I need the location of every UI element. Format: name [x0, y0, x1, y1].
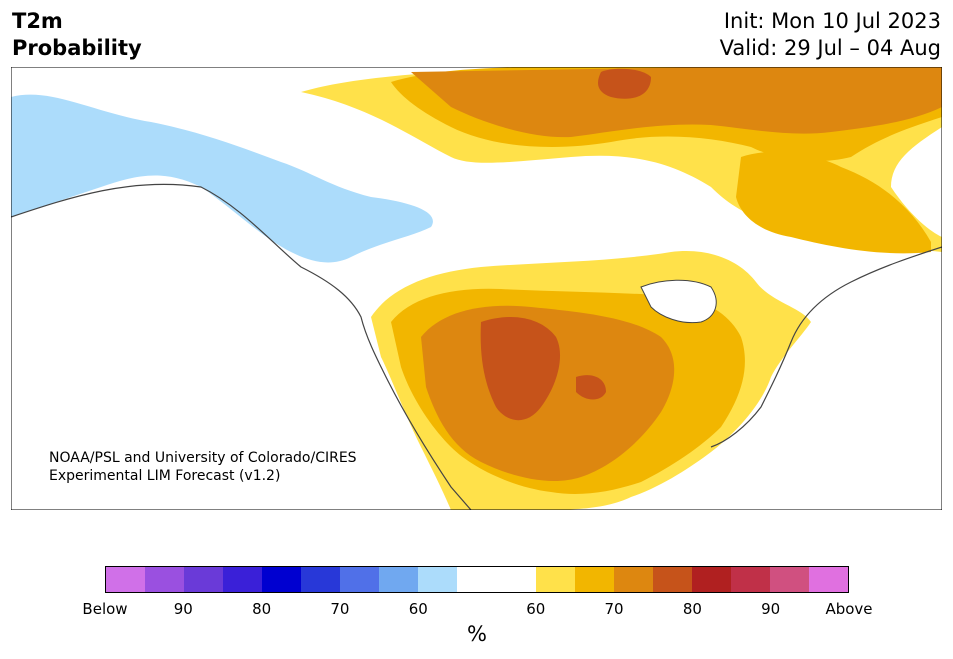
colorbar-tick-label: 90: [761, 600, 781, 618]
forecast-dates: Init: Mon 10 Jul 2023 Valid: 29 Jul – 04…: [720, 8, 941, 62]
colorbar-tick-label: 80: [682, 600, 702, 618]
colorbar-tick-label: 60: [526, 600, 546, 618]
colorbar-tick-label: Below: [82, 600, 128, 618]
colorbar-segment: [769, 567, 809, 592]
quebec-yellow: [736, 151, 931, 254]
colorbar-tick-label: 90: [173, 600, 193, 618]
colorbar-segment: [223, 567, 263, 592]
colorbar-segment: [535, 567, 575, 592]
colorbar-segment: [106, 567, 146, 592]
colorbar-segment: [496, 567, 536, 592]
colorbar-segment: [730, 567, 770, 592]
colorbar-segment: [691, 567, 731, 592]
colorbar-tick-label: Above: [825, 600, 873, 618]
colorbar-segment: [340, 567, 380, 592]
us-dark-orange: [480, 317, 561, 421]
colorbar-segment: [652, 567, 692, 592]
valid-date: Valid: 29 Jul – 04 Aug: [719, 36, 941, 60]
colorbar-segment: [184, 567, 224, 592]
title-line-2: Probability: [12, 36, 142, 60]
credit-line-2: Experimental LIM Forecast (v1.2): [49, 468, 281, 484]
arctic-red: [598, 68, 651, 99]
colorbar-segment: [613, 567, 653, 592]
colorbar-tick-label: 80: [252, 600, 272, 618]
colorbar-segment: [808, 567, 848, 592]
colorbar: [105, 566, 849, 593]
arctic-dark-orange: [411, 67, 942, 138]
colorbar-segment: [262, 567, 302, 592]
colorbar-segment: [418, 567, 458, 592]
probability-map: [11, 67, 942, 510]
colorbar-segment: [457, 567, 497, 592]
init-date: Init: Mon 10 Jul 2023: [723, 9, 941, 33]
credit-line-1: NOAA/PSL and University of Colorado/CIRE…: [49, 450, 357, 466]
credit-text: NOAA/PSL and University of Colorado/CIRE…: [49, 449, 357, 485]
colorbar-segment: [145, 567, 185, 592]
colorbar-segment: [574, 567, 614, 592]
map-title: T2m Probability: [12, 8, 142, 62]
colorbar-segment: [379, 567, 419, 592]
colorbar-tick-label: 60: [408, 600, 428, 618]
coastline: [11, 183, 942, 510]
title-line-1: T2m: [12, 9, 63, 33]
texas-dark: [576, 375, 606, 400]
colorbar-unit: %: [467, 622, 487, 646]
below-normal-region: [11, 94, 433, 263]
colorbar-tick-label: 70: [330, 600, 350, 618]
colorbar-tick-label: 70: [604, 600, 624, 618]
great-lakes: [640, 279, 717, 324]
colorbar-segment: [301, 567, 341, 592]
